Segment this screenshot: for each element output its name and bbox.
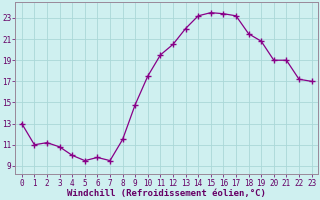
X-axis label: Windchill (Refroidissement éolien,°C): Windchill (Refroidissement éolien,°C): [67, 189, 266, 198]
